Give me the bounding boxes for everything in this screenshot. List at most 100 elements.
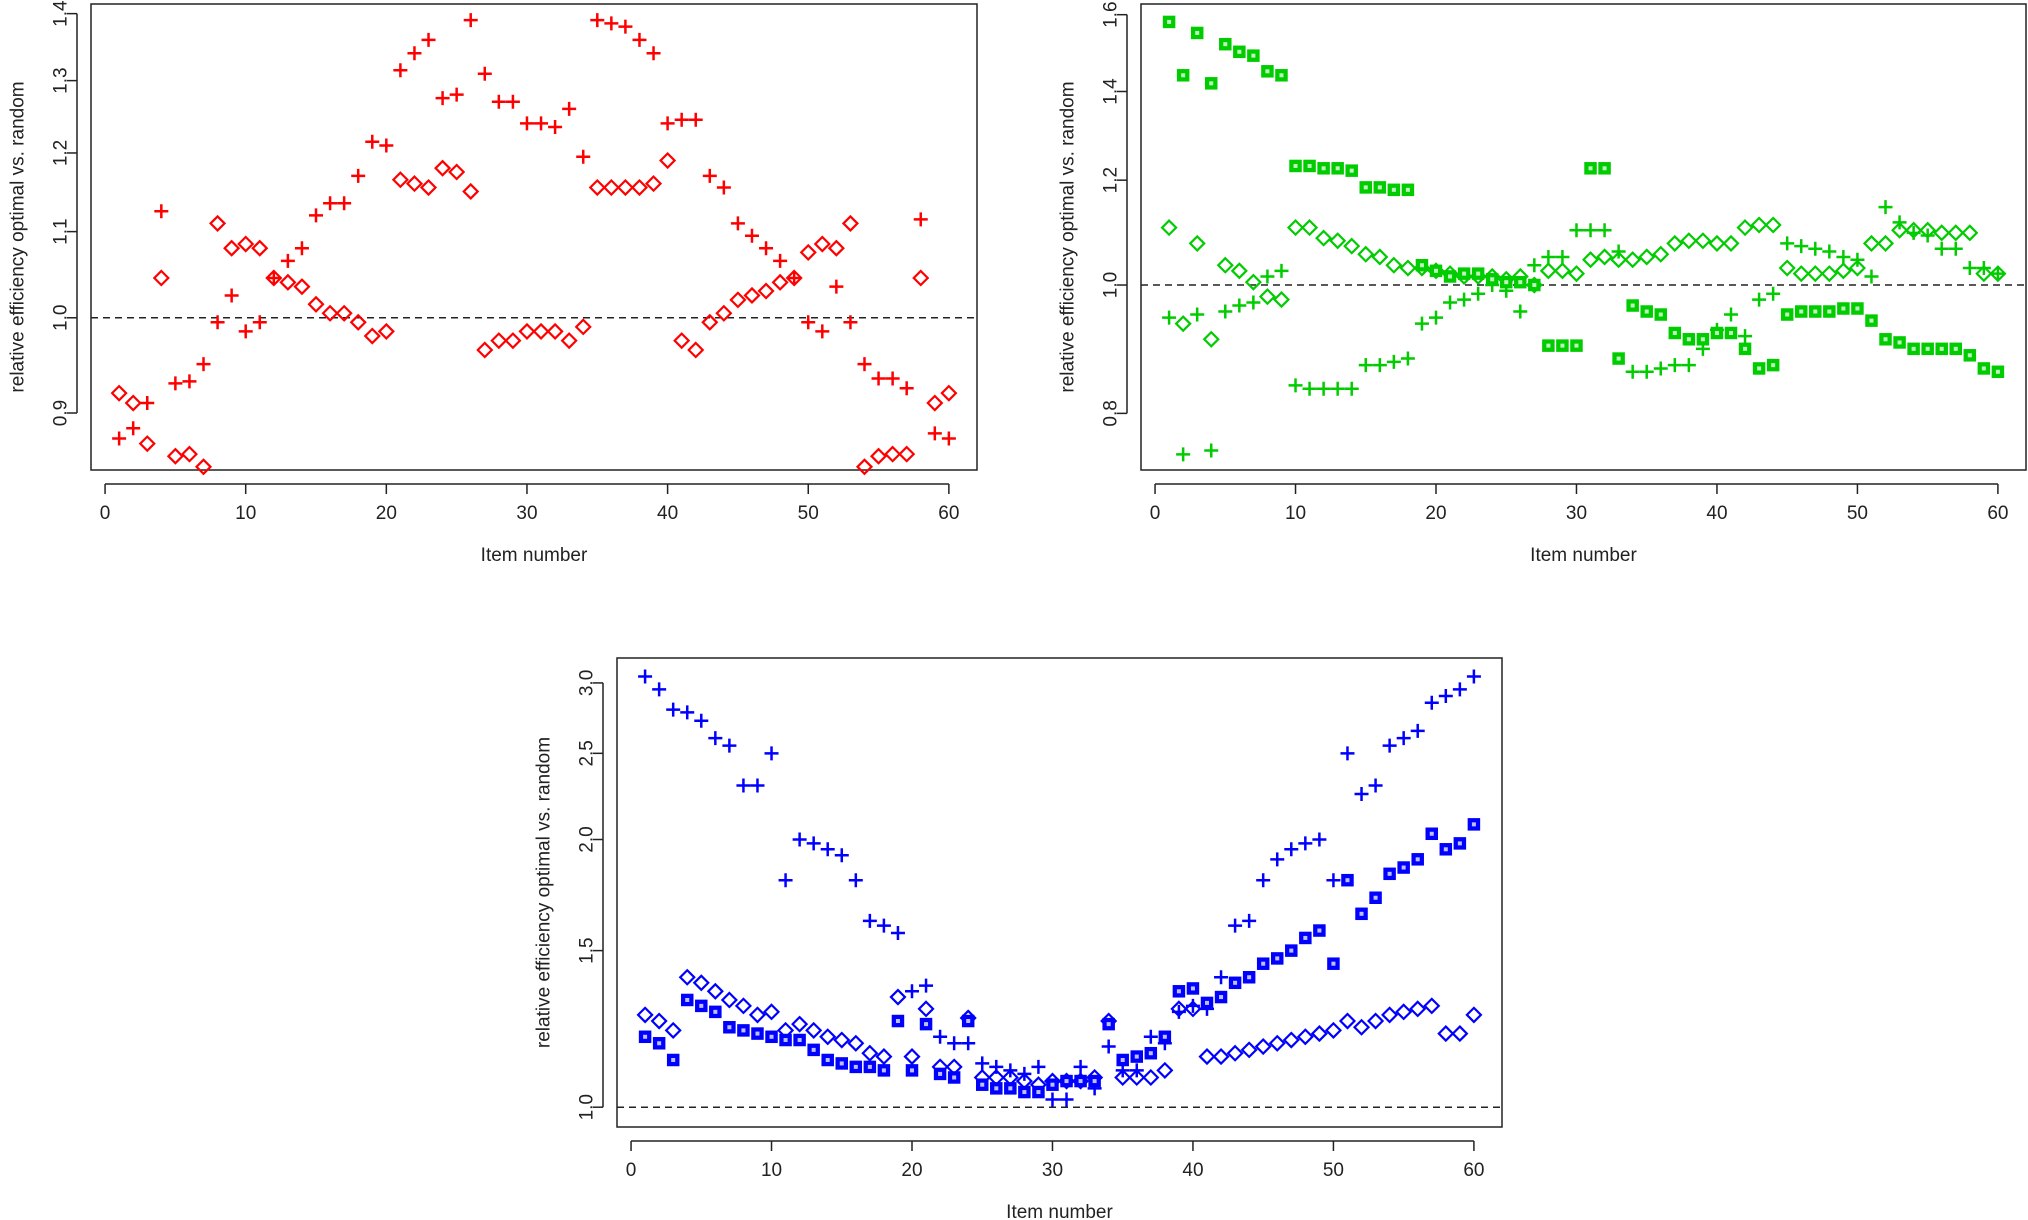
data-point [1989,265,2007,283]
data-point [251,239,269,257]
data-point [351,168,366,183]
data-point [919,978,934,993]
data-point [252,315,267,330]
data-point [926,394,944,412]
x-tick-label: 10 [235,503,256,524]
x-axis-title: Item number [481,545,588,566]
data-point [1204,443,1219,458]
data-point [463,13,478,28]
y-tick-label: 0.8 [1101,400,1122,426]
data-point [702,168,717,183]
data-point-center [1757,366,1762,371]
data-point-center [1233,980,1238,985]
data-point-center [783,1038,788,1043]
data-point [1451,1025,1469,1043]
data-point [1386,354,1401,369]
data-point-center [1462,271,1467,276]
data-point [785,269,803,287]
data-point [799,243,817,261]
data-point [1438,689,1453,704]
data-point [1409,1000,1427,1018]
chart-panel-3: 0 10 20 30 40 50 60 1.0 1.5 2.0 2.5 3.0 Item number r… [534,657,1503,1220]
data-point [1638,248,1656,266]
data-point [1905,221,1923,239]
data-point [1738,329,1753,344]
data-point [748,1006,767,1024]
data-point-center [1279,73,1284,78]
data-point [110,384,128,402]
data-point [1624,251,1642,269]
data-point [1666,234,1684,252]
data-point [1750,216,1768,234]
data-point [1414,316,1429,331]
data-point-center [1415,857,1420,862]
data-point [1876,234,1895,252]
data-point [1274,263,1289,278]
data-point [476,341,494,359]
x-axis-title: Item number [1006,1202,1113,1220]
plot-frame [1140,3,2027,471]
data-point [1270,852,1285,867]
data-point [1694,232,1712,250]
data-point-center [1251,53,1256,58]
chart-panel-2: 0 10 20 30 40 50 60 0.8 1.0 1.2 1.4 1.6 Item number r… [1058,1,2027,566]
data-point-center [924,1022,929,1027]
data-point [1260,269,1275,284]
data-point-center [1237,49,1242,54]
data-point [1344,381,1359,396]
data-point-center [1869,318,1874,323]
data-point [1202,330,1220,348]
data-point [1948,241,1963,256]
data-point [890,925,905,940]
data-point [1990,266,2005,281]
data-point [1465,1006,1483,1024]
data-point [152,269,170,287]
data-point-center [1120,1057,1125,1062]
data-point-center [895,1019,900,1024]
data-point-center [1265,69,1270,74]
data-point [827,239,845,257]
data-point [917,1000,935,1018]
data-point [778,873,793,888]
x-tick-label: 50 [1323,1160,1344,1181]
data-point [419,178,438,197]
data-point-center [1205,1000,1209,1005]
data-point [562,101,577,116]
data-point [1288,378,1303,393]
data-point [876,918,891,933]
data-point [1184,1000,1202,1018]
data-point [265,269,283,287]
data-point [1254,1038,1272,1056]
data-point-center [1176,989,1181,994]
data-point [1232,298,1247,313]
data-point [1256,873,1271,888]
plot-frame [616,657,1503,1128]
data-point [490,332,508,350]
data-point [1555,249,1570,264]
data-point [1228,918,1243,933]
data-point [126,421,141,436]
x-tick-label: 30 [1042,1160,1063,1181]
data-point [518,322,536,340]
data-point-center [1939,346,1944,351]
data-point [1820,265,1838,283]
data-point [1395,1003,1413,1021]
data-point-center [1317,928,1322,933]
data-point-center [1377,185,1382,190]
x-tick-label: 20 [376,503,397,524]
data-point-center [1616,356,1621,361]
data-point [1541,249,1556,264]
data-point [871,371,886,386]
data-point [1583,223,1598,238]
data-point-center [1729,330,1733,335]
data-point-center [1434,268,1438,273]
data-point [546,322,564,340]
data-point [861,1044,879,1062]
data-point-center [1813,309,1818,314]
data-point-center [1471,822,1476,827]
data-point [560,332,578,350]
data-point [210,315,225,330]
y-axis-title: relative efficiency optimal vs. random [534,737,555,1048]
data-point [1190,307,1205,322]
data-point [843,315,858,330]
